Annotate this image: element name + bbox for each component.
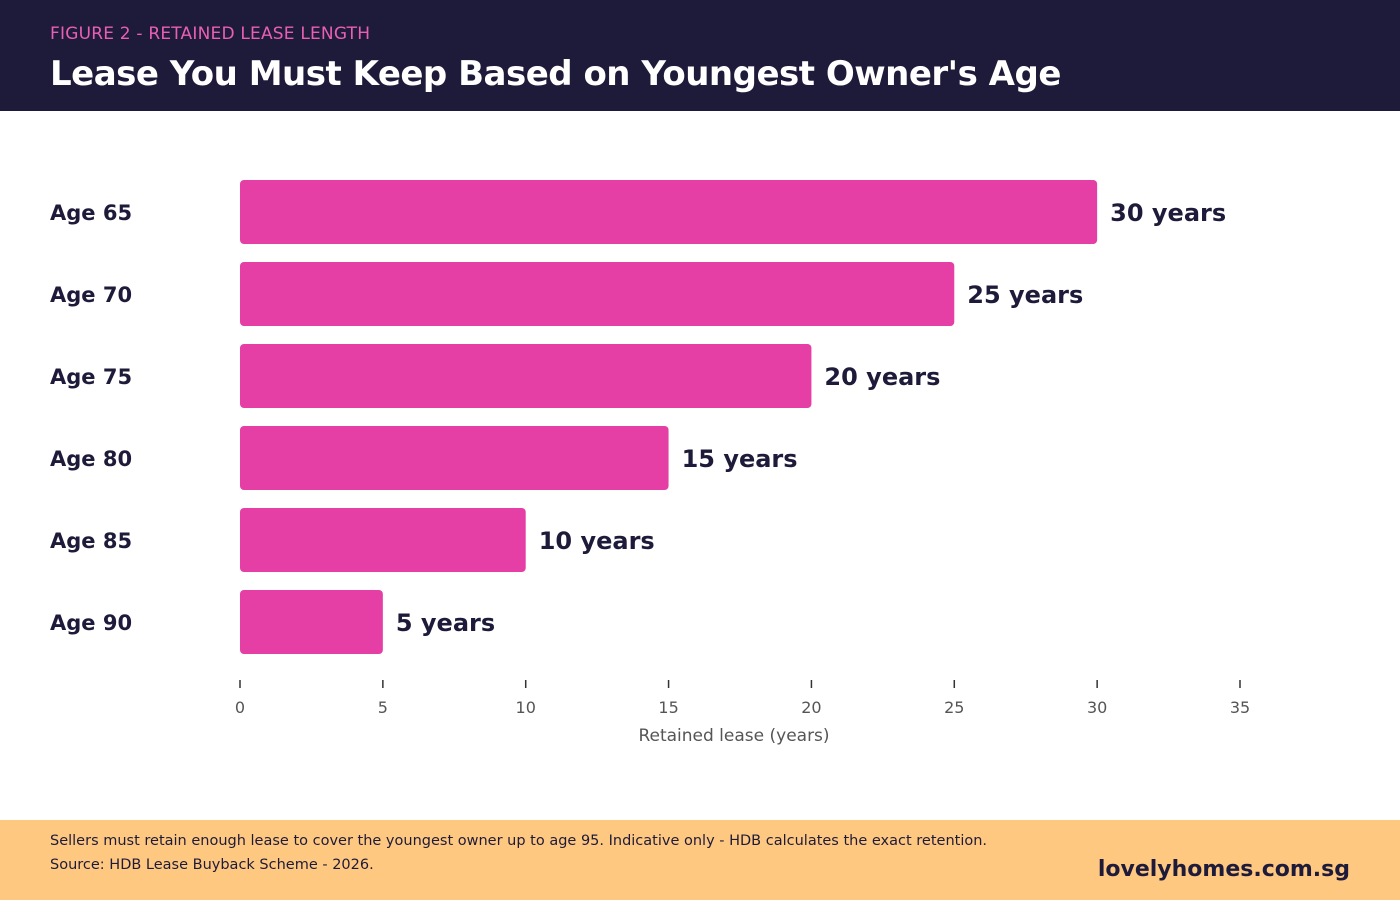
- footer-source: Source: HDB Lease Buyback Scheme - 2026.: [50, 857, 374, 873]
- x-tick-label: 25: [944, 698, 964, 717]
- x-tick-label: 30: [1087, 698, 1107, 717]
- x-axis-title: Retained lease (years): [638, 726, 829, 746]
- bar-age-80: [240, 426, 669, 490]
- data-label: 5 years: [396, 609, 495, 637]
- x-tick-label: 15: [658, 698, 678, 717]
- category-label: Age 65: [50, 201, 132, 225]
- category-label: Age 85: [50, 529, 132, 553]
- category-label: Age 75: [50, 365, 132, 389]
- category-label: Age 90: [50, 611, 132, 635]
- brand-link[interactable]: lovelyhomes.com.sg: [1097, 857, 1350, 882]
- category-label: Age 80: [50, 447, 132, 471]
- data-label: 25 years: [967, 281, 1083, 309]
- data-label: 20 years: [824, 363, 940, 391]
- category-label: Age 70: [50, 283, 132, 307]
- data-label: 15 years: [682, 445, 798, 473]
- header-banner: FIGURE 2 - RETAINED LEASE LENGTH Lease Y…: [0, 0, 1400, 111]
- bar-age-85: [240, 508, 526, 572]
- footer-band: Sellers must retain enough lease to cove…: [0, 820, 1400, 900]
- bar-age-75: [240, 344, 812, 408]
- chart-title: Lease You Must Keep Based on Youngest Ow…: [50, 54, 1061, 94]
- figure-eyebrow: FIGURE 2 - RETAINED LEASE LENGTH: [50, 24, 371, 44]
- bar-age-90: [240, 590, 383, 654]
- x-tick-label: 20: [801, 698, 821, 717]
- footer-note: Sellers must retain enough lease to cove…: [50, 833, 988, 849]
- x-tick-label: 10: [516, 698, 536, 717]
- x-tick-label: 0: [235, 698, 245, 717]
- x-tick-label: 35: [1230, 698, 1250, 717]
- data-label: 30 years: [1110, 199, 1226, 227]
- bar-chart: Age 65 30 years Age 70 25 years Age 75 20 yea…: [50, 180, 1250, 746]
- bar-age-65: [240, 180, 1098, 244]
- x-tick-label: 5: [378, 698, 388, 717]
- data-label: 10 years: [539, 527, 655, 555]
- bar-age-70: [240, 262, 955, 326]
